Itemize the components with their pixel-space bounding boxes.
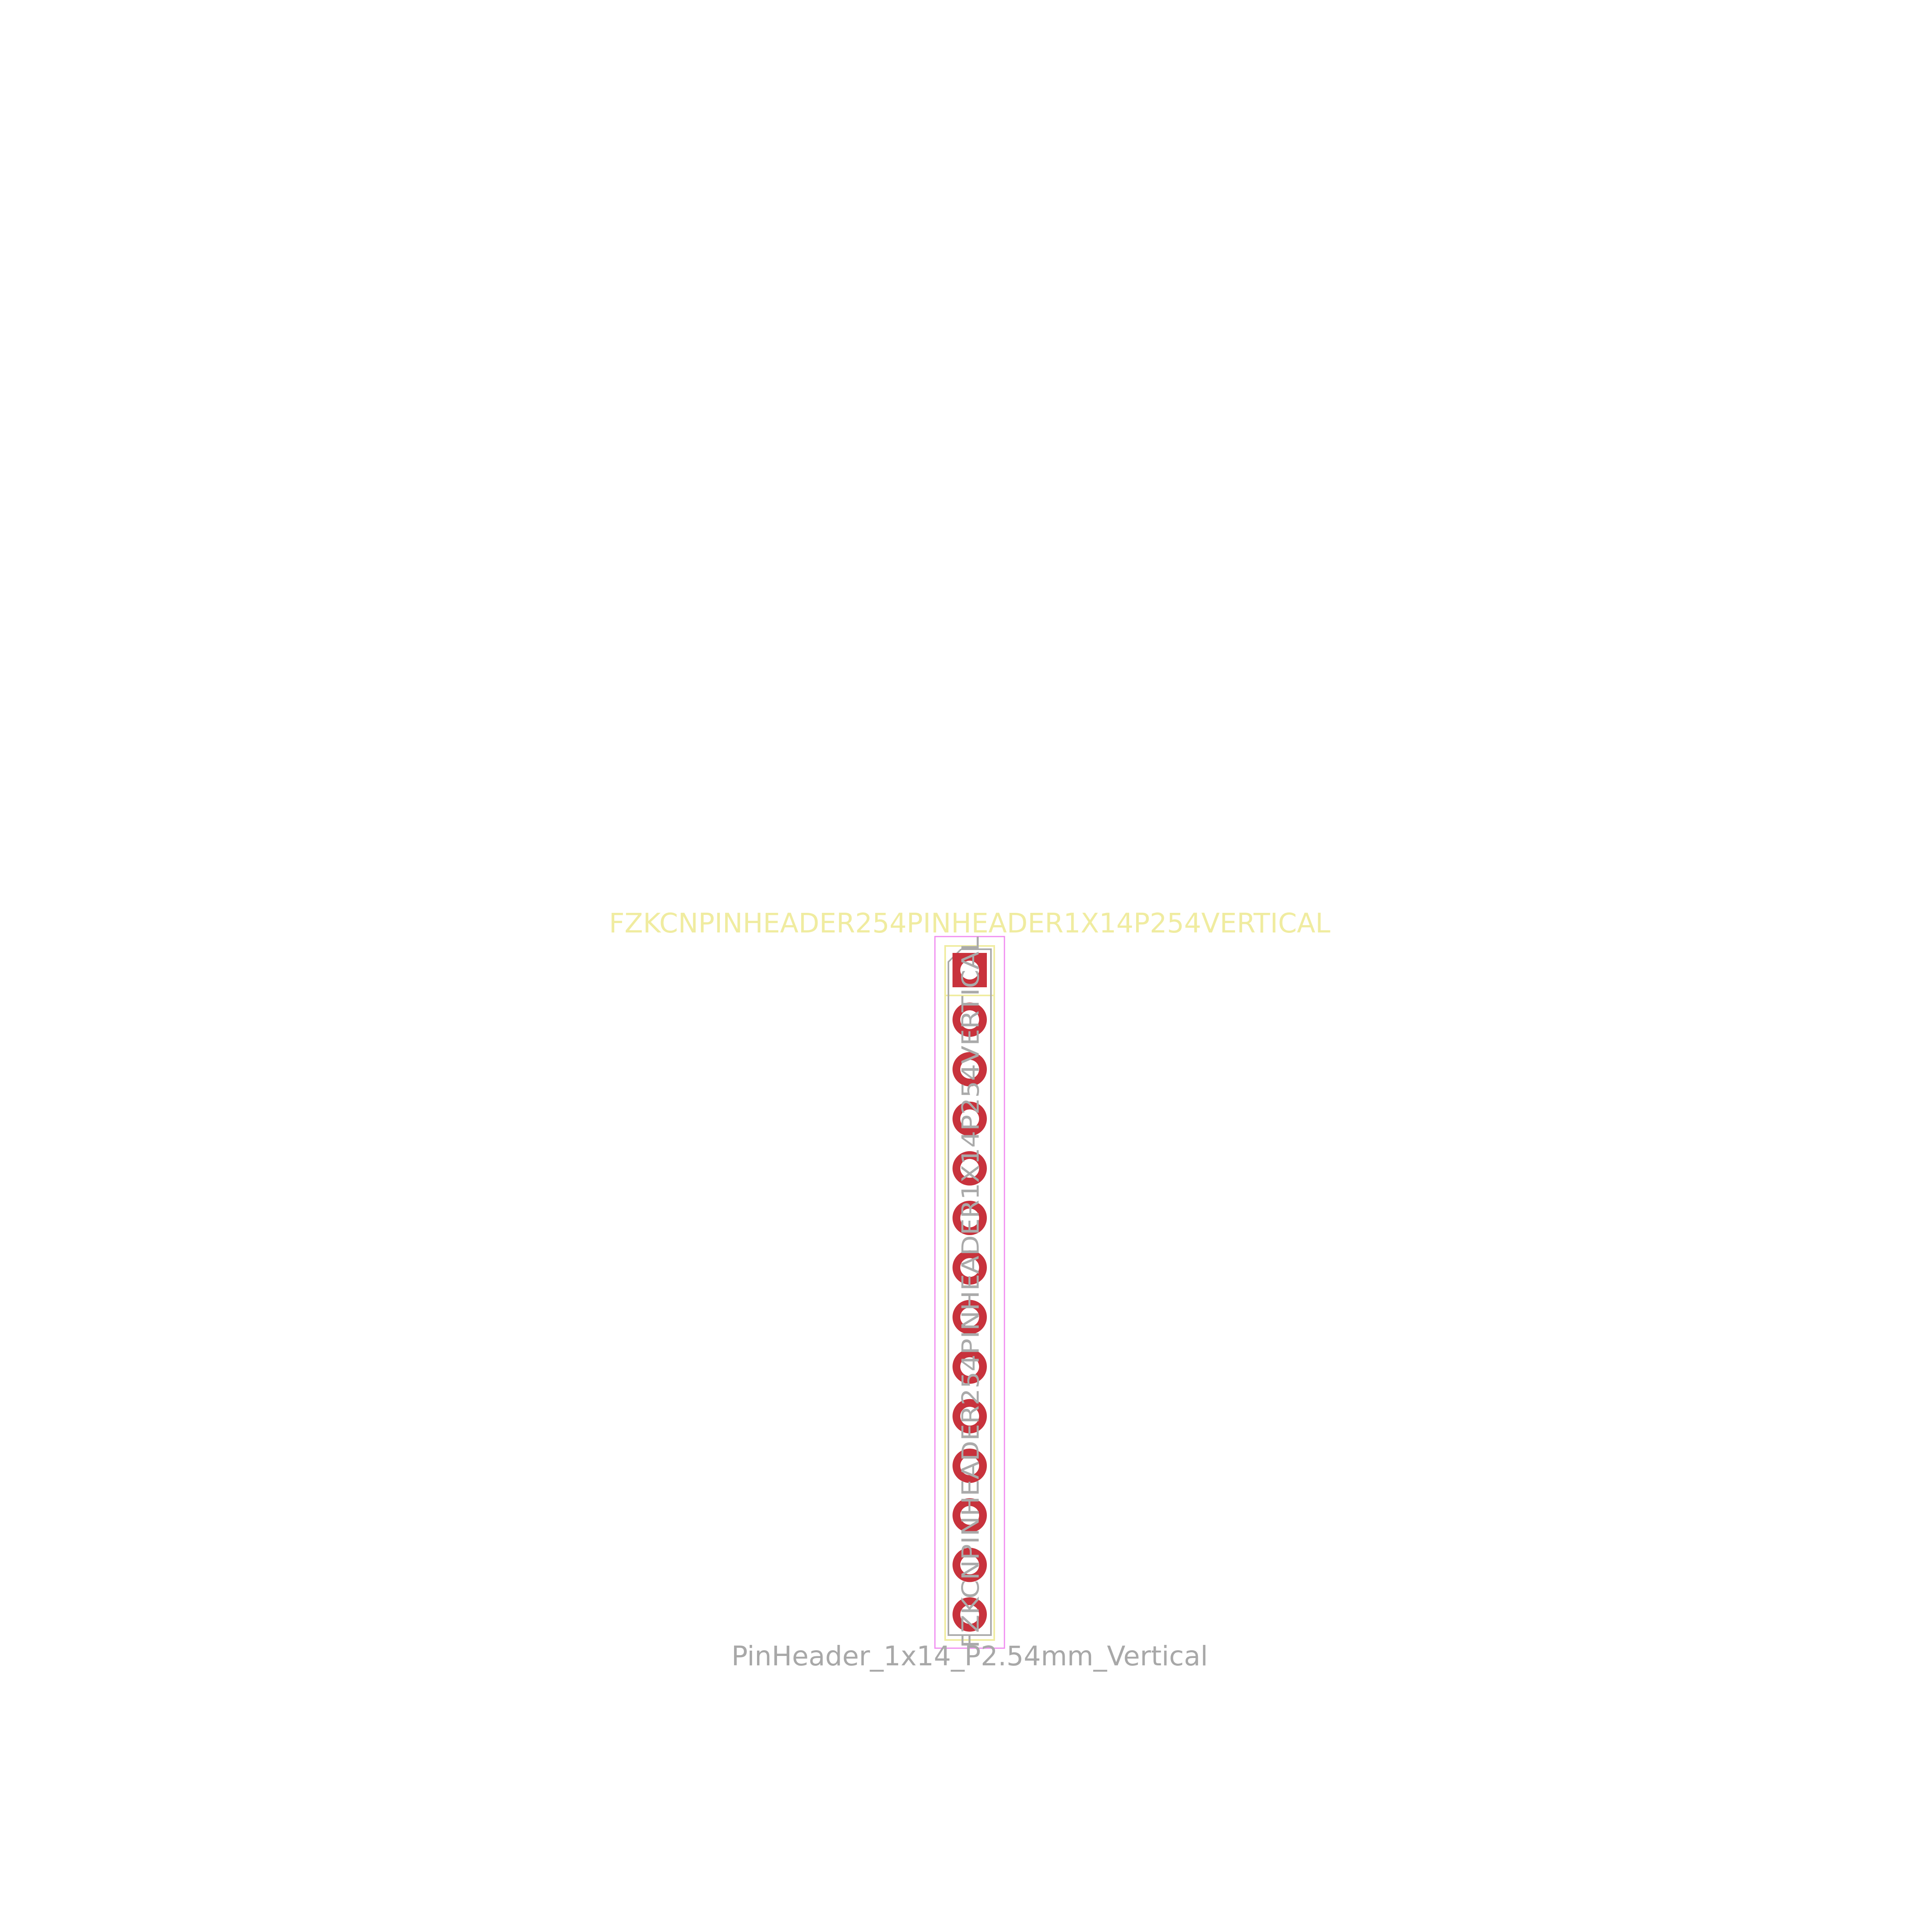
drill-hole-12 bbox=[960, 1506, 979, 1525]
drill-hole-11 bbox=[960, 1456, 979, 1475]
drill-hole-9 bbox=[960, 1357, 979, 1376]
reference-designator: FZKCNPINHEADER254PINHEADER1X14P254VERTIC… bbox=[609, 908, 1330, 939]
drill-hole-1 bbox=[960, 961, 979, 979]
silkscreen-outline bbox=[944, 945, 995, 1641]
drill-hole-5 bbox=[960, 1159, 979, 1178]
fabrication-outline bbox=[948, 948, 992, 1636]
drill-hole-8 bbox=[960, 1307, 979, 1327]
drill-hole-4 bbox=[960, 1109, 979, 1128]
drill-hole-3 bbox=[960, 1060, 979, 1079]
drill-hole-2 bbox=[960, 1010, 979, 1029]
footprint-value: PinHeader_1x14_P2.54mm_Vertical bbox=[731, 1640, 1208, 1672]
drill-hole-6 bbox=[960, 1209, 979, 1227]
drill-hole-10 bbox=[960, 1406, 979, 1426]
drill-hole-7 bbox=[960, 1258, 979, 1277]
fabrication-reference: FZKCNPINHEADER254PINHEADER1X14P254VERTIC… bbox=[957, 937, 984, 1648]
courtyard-outline bbox=[934, 936, 1005, 1649]
drill-hole-14 bbox=[960, 1605, 979, 1624]
pad-group bbox=[953, 953, 987, 1632]
drill-hole-13 bbox=[960, 1555, 979, 1575]
